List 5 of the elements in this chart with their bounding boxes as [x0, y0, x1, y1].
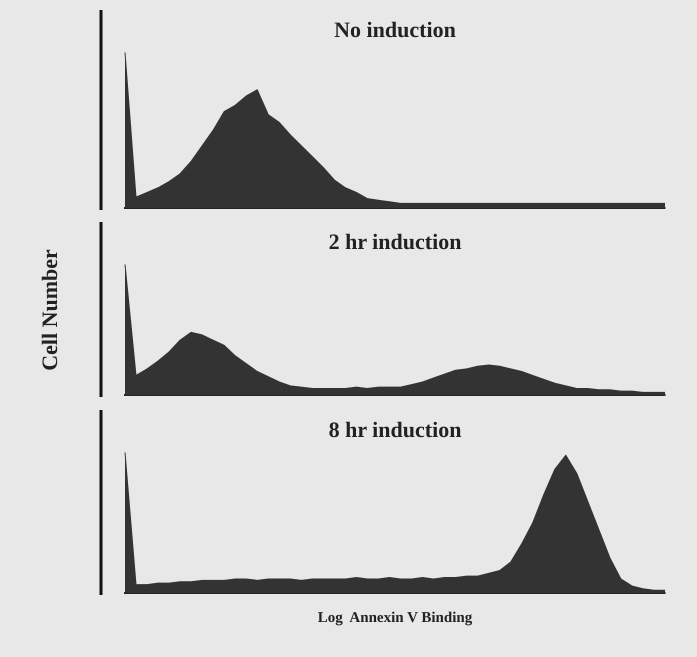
- chart-title: No induction: [334, 16, 456, 42]
- chart-title: 2 hr induction: [328, 228, 462, 254]
- chart-title: 8 hr induction: [328, 416, 462, 442]
- y-axis-title: Cell Number: [37, 249, 63, 371]
- x-axis-title: Log Annexin V Binding: [318, 610, 473, 626]
